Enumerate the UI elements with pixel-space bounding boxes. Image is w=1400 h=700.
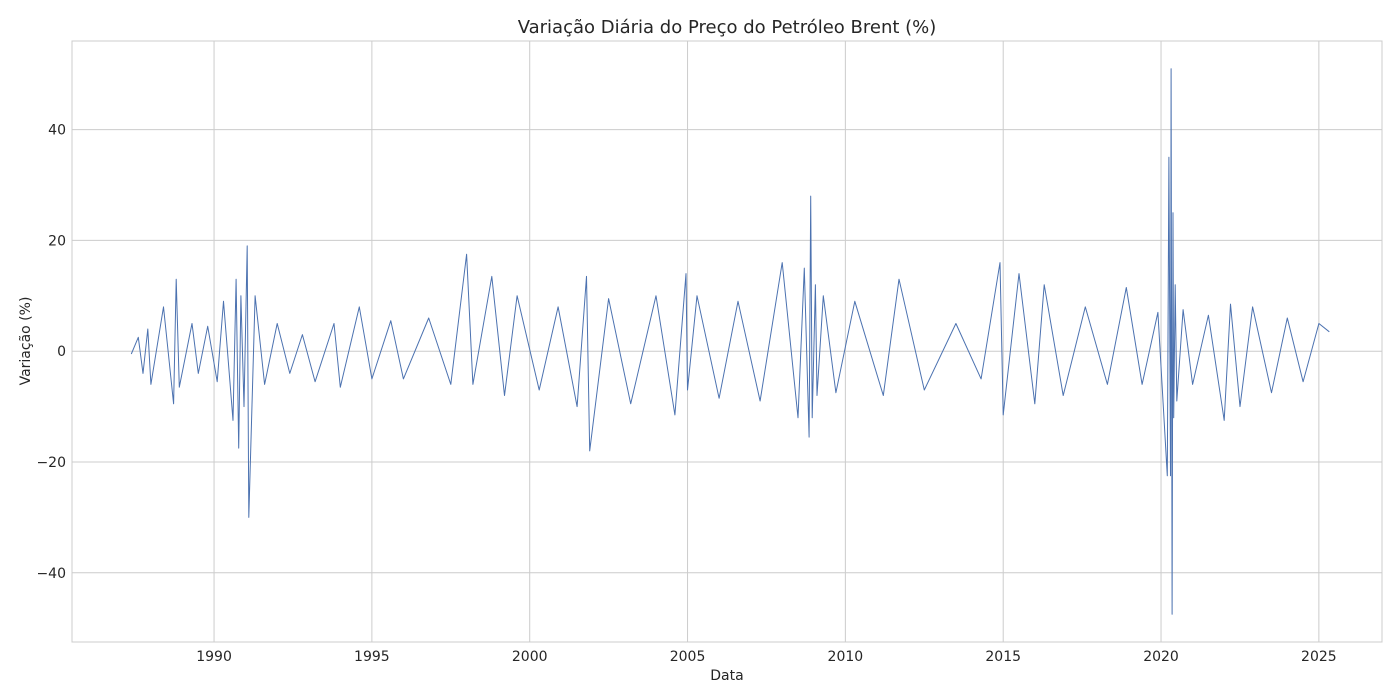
- y-tick-label: 20: [48, 233, 66, 249]
- y-tick-label: 40: [48, 123, 66, 139]
- y-tick-label: 0: [57, 344, 66, 360]
- x-tick-label: 2005: [670, 649, 706, 665]
- y-axis: −40 −20 0 20 40: [36, 123, 66, 582]
- y-tick-label: −40: [36, 566, 66, 582]
- x-tick-label: 1995: [354, 649, 390, 665]
- x-tick-label: 2010: [828, 649, 864, 665]
- y-tick-label: −20: [36, 455, 66, 471]
- x-axis: 1990 1995 2000 2005 2010 2015 2020 2025: [196, 649, 1336, 665]
- x-tick-label: 2000: [512, 649, 548, 665]
- x-tick-label: 2025: [1301, 649, 1337, 665]
- x-tick-label: 2020: [1143, 649, 1179, 665]
- chart-title: Variação Diária do Preço do Petróleo Bre…: [518, 17, 937, 38]
- grid: [72, 41, 1382, 642]
- y-axis-label: Variação (%): [18, 297, 34, 386]
- x-tick-label: 1990: [196, 649, 232, 665]
- x-axis-label: Data: [710, 668, 743, 684]
- plot-frame: [71, 40, 1383, 643]
- series-line: [130, 68, 1330, 615]
- x-tick-label: 2015: [985, 649, 1021, 665]
- plot-area: [130, 68, 1330, 615]
